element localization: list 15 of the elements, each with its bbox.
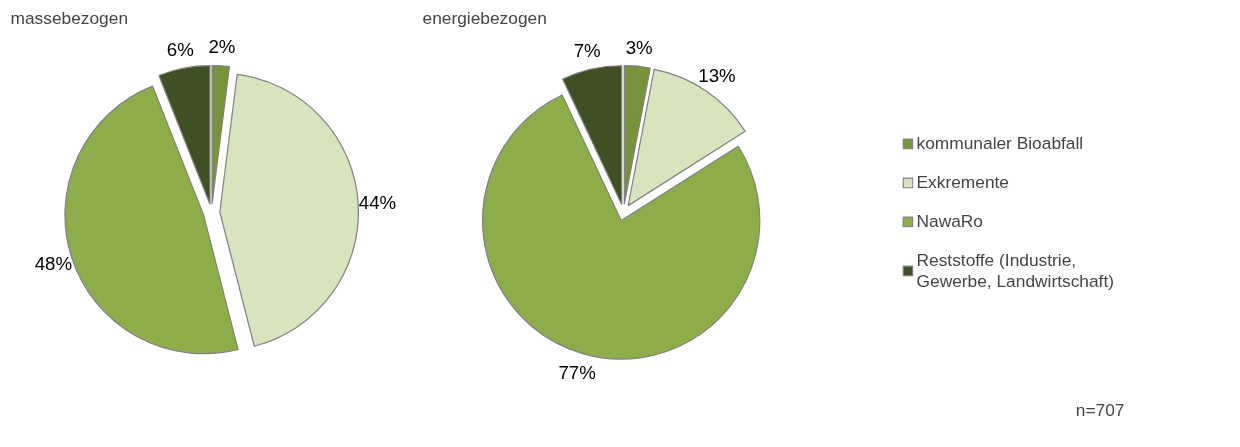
- data-label: 13%: [698, 64, 736, 86]
- data-label: 44%: [358, 191, 397, 213]
- text: n=707: [1075, 399, 1125, 420]
- legend-label: NawaRo: [916, 210, 983, 232]
- data-label: 77%: [558, 361, 596, 383]
- data-label: 3%: [625, 36, 653, 58]
- data-label: 48%: [34, 253, 72, 275]
- data-label: 7%: [573, 39, 601, 61]
- chart-title: energiebezogen: [422, 7, 547, 28]
- data-label: 6%: [166, 38, 194, 60]
- data-label: 2%: [208, 36, 236, 58]
- legend-label: Reststoffe (Industrie, Gewerbe, Landwirtschaft): [916, 249, 1114, 292]
- legend-label: Exkremente: [916, 171, 1010, 193]
- chart-title: massebezogen: [10, 7, 129, 28]
- legend-label: kommunaler Bioabfall: [916, 132, 1084, 154]
